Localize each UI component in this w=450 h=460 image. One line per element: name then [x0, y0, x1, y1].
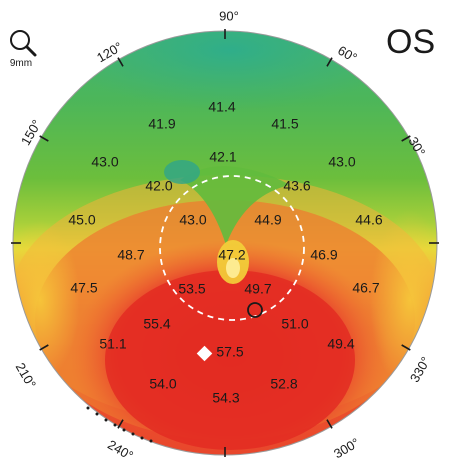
- value-label: 52.8: [270, 376, 297, 392]
- value-label: 47.2: [218, 247, 245, 263]
- value-label: 51.1: [99, 336, 126, 352]
- curvature-values: 41.4 41.9 41.5 42.1 43.0 43.0 42.0 43.6 …: [68, 99, 382, 406]
- value-label: 43.0: [179, 212, 206, 228]
- value-label: 57.5: [216, 344, 243, 360]
- angle-label-300: 300°: [331, 435, 362, 460]
- angle-label-60: 60°: [335, 43, 360, 66]
- value-label: 41.5: [271, 116, 298, 132]
- value-label: 55.4: [143, 316, 170, 332]
- value-label: 51.0: [281, 316, 308, 332]
- value-label: 46.9: [310, 247, 337, 263]
- value-label: 45.0: [68, 212, 95, 228]
- value-label: 47.5: [70, 280, 97, 296]
- value-label: 49.4: [327, 336, 354, 352]
- angle-tick: [39, 344, 49, 351]
- angle-tick: [401, 344, 411, 351]
- value-label: 42.0: [145, 178, 172, 194]
- value-label: 43.6: [283, 178, 310, 194]
- angle-label-330: 330°: [407, 354, 433, 385]
- value-label: 54.3: [212, 390, 239, 406]
- value-label: 46.7: [352, 280, 379, 296]
- angle-tick: [326, 57, 333, 67]
- angle-tick: [117, 419, 124, 429]
- steepest-point-marker: [196, 345, 213, 362]
- value-label: 44.9: [254, 212, 281, 228]
- value-label: 44.6: [355, 212, 382, 228]
- value-label: 42.1: [209, 149, 236, 165]
- angle-label-210: 210°: [13, 360, 39, 391]
- value-label: 41.4: [208, 99, 235, 115]
- dotted-arc: [86, 406, 153, 443]
- value-label: 53.5: [178, 281, 205, 297]
- angle-ticks: [11, 29, 439, 457]
- value-label: 54.0: [149, 376, 176, 392]
- pupil-center-marker: [247, 302, 263, 318]
- magnifier-icon[interactable]: [10, 30, 37, 57]
- eye-label: OS: [386, 23, 435, 61]
- angle-tick: [326, 419, 333, 429]
- angle-label-240: 240°: [105, 437, 136, 460]
- value-label: 43.0: [91, 154, 118, 170]
- value-label: 41.9: [148, 116, 175, 132]
- angle-tick: [39, 135, 49, 142]
- angle-tick: [117, 57, 124, 67]
- value-label: 49.7: [244, 281, 271, 297]
- value-label: 48.7: [117, 247, 144, 263]
- value-label: 43.0: [328, 154, 355, 170]
- angle-tick: [401, 135, 411, 142]
- zoom-label: 9mm: [10, 58, 32, 69]
- angle-label-90: 90°: [219, 8, 239, 23]
- central-zone-circle: [159, 175, 305, 321]
